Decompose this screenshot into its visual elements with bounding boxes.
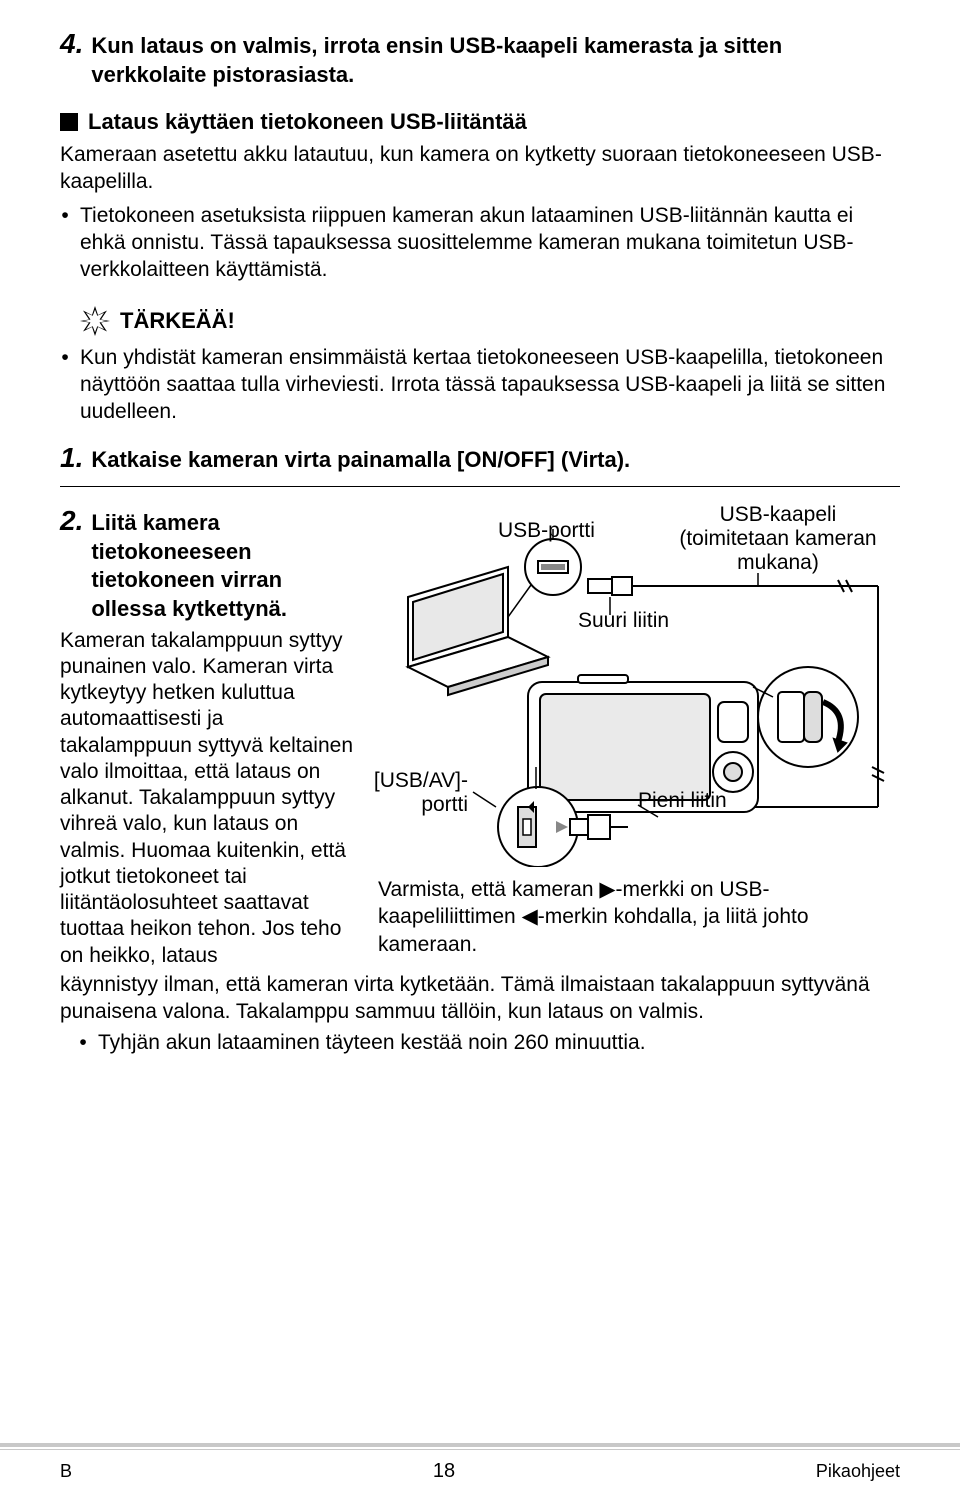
- charge-time-bullet: • Tyhjän akun lataaminen täyteen kestää …: [78, 1029, 900, 1056]
- step-2: 2. Liitä kamera tietokoneeseen tietokone…: [60, 507, 900, 969]
- step-title: Kun lataus on valmis, irrota ensin USB-k…: [91, 30, 900, 89]
- step-4: 4. Kun lataus on valmis, irrota ensin US…: [60, 30, 900, 89]
- label-usb-cable: USB-kaapeli (toimitetaan kameran mukana): [668, 503, 888, 575]
- step-number: 4.: [60, 30, 83, 58]
- step-title: Katkaise kameran virta painamalla [ON/OF…: [91, 444, 630, 475]
- step-head: 4. Kun lataus on valmis, irrota ensin US…: [60, 30, 900, 89]
- bullet-text: Tietokoneen asetuksista riippuen kameran…: [80, 202, 900, 284]
- page-number: 18: [433, 1460, 455, 1483]
- section-bullet: • Tietokoneen asetuksista riippuen kamer…: [60, 202, 900, 284]
- important-text: Kun yhdistät kameran ensimmäistä kertaa …: [80, 344, 900, 426]
- label-large-connector: Suuri liitin: [578, 609, 669, 633]
- important-block: TÄRKEÄÄ! • Kun yhdistät kameran ensimmäi…: [60, 306, 900, 426]
- bullet-icon: •: [78, 1029, 88, 1056]
- burst-star-icon: [80, 306, 110, 336]
- manual-page: 4. Kun lataus on valmis, irrota ensin US…: [0, 0, 960, 1503]
- step-number: 2.: [60, 507, 83, 535]
- step-2-description: Kameran takalamppuun syttyy punainen val…: [60, 628, 360, 969]
- connection-diagram: USB-portti USB-kaapeli (toimitetaan kame…: [378, 507, 900, 969]
- bullet-icon: •: [60, 202, 70, 284]
- square-marker-icon: [60, 113, 78, 131]
- caption-part-1: Varmista, että kameran: [378, 878, 599, 901]
- page-footer: B 18 Pikaohjeet: [0, 1443, 960, 1483]
- step-title: Liitä kamera tietokoneeseen tietokoneen …: [91, 507, 360, 623]
- step-head: 1. Katkaise kameran virta painamalla [ON…: [60, 444, 900, 475]
- footer-rule-thick: [0, 1443, 960, 1447]
- step-2-continuation: käynnistyy ilman, että kameran virta kyt…: [60, 971, 900, 1026]
- section-title: Lataus käyttäen tietokoneen USB-liitäntä…: [88, 109, 527, 135]
- footer-row: B 18 Pikaohjeet: [0, 1460, 960, 1483]
- step-number: 1.: [60, 444, 83, 472]
- label-small-connector: Pieni liitin: [638, 789, 727, 813]
- important-bullet: • Kun yhdistät kameran ensimmäistä kerta…: [60, 344, 900, 426]
- right-triangle-icon: ▶: [599, 878, 615, 901]
- section-heading: Lataus käyttäen tietokoneen USB-liitäntä…: [60, 109, 900, 135]
- left-triangle-icon: ◀: [522, 905, 538, 928]
- section-intro: Kameraan asetettu akku latautuu, kun kam…: [60, 141, 900, 196]
- diagram-caption: Varmista, että kameran ▶-merkki on USB-k…: [378, 876, 900, 958]
- step-head: 2. Liitä kamera tietokoneeseen tietokone…: [60, 507, 360, 623]
- bullet-icon: •: [60, 344, 70, 426]
- step-1: 1. Katkaise kameran virta painamalla [ON…: [60, 444, 900, 488]
- footer-left: B: [60, 1461, 72, 1482]
- label-usb-port: USB-portti: [498, 519, 595, 543]
- important-head: TÄRKEÄÄ!: [80, 306, 900, 336]
- footer-rule-thin: [0, 1449, 960, 1450]
- charge-time-text: Tyhjän akun lataaminen täyteen kestää no…: [98, 1029, 646, 1056]
- label-usbav-port: [USB/AV]-portti: [368, 769, 468, 817]
- step-2-text-column: 2. Liitä kamera tietokoneeseen tietokone…: [60, 507, 360, 969]
- footer-right: Pikaohjeet: [816, 1461, 900, 1482]
- important-label: TÄRKEÄÄ!: [120, 308, 235, 334]
